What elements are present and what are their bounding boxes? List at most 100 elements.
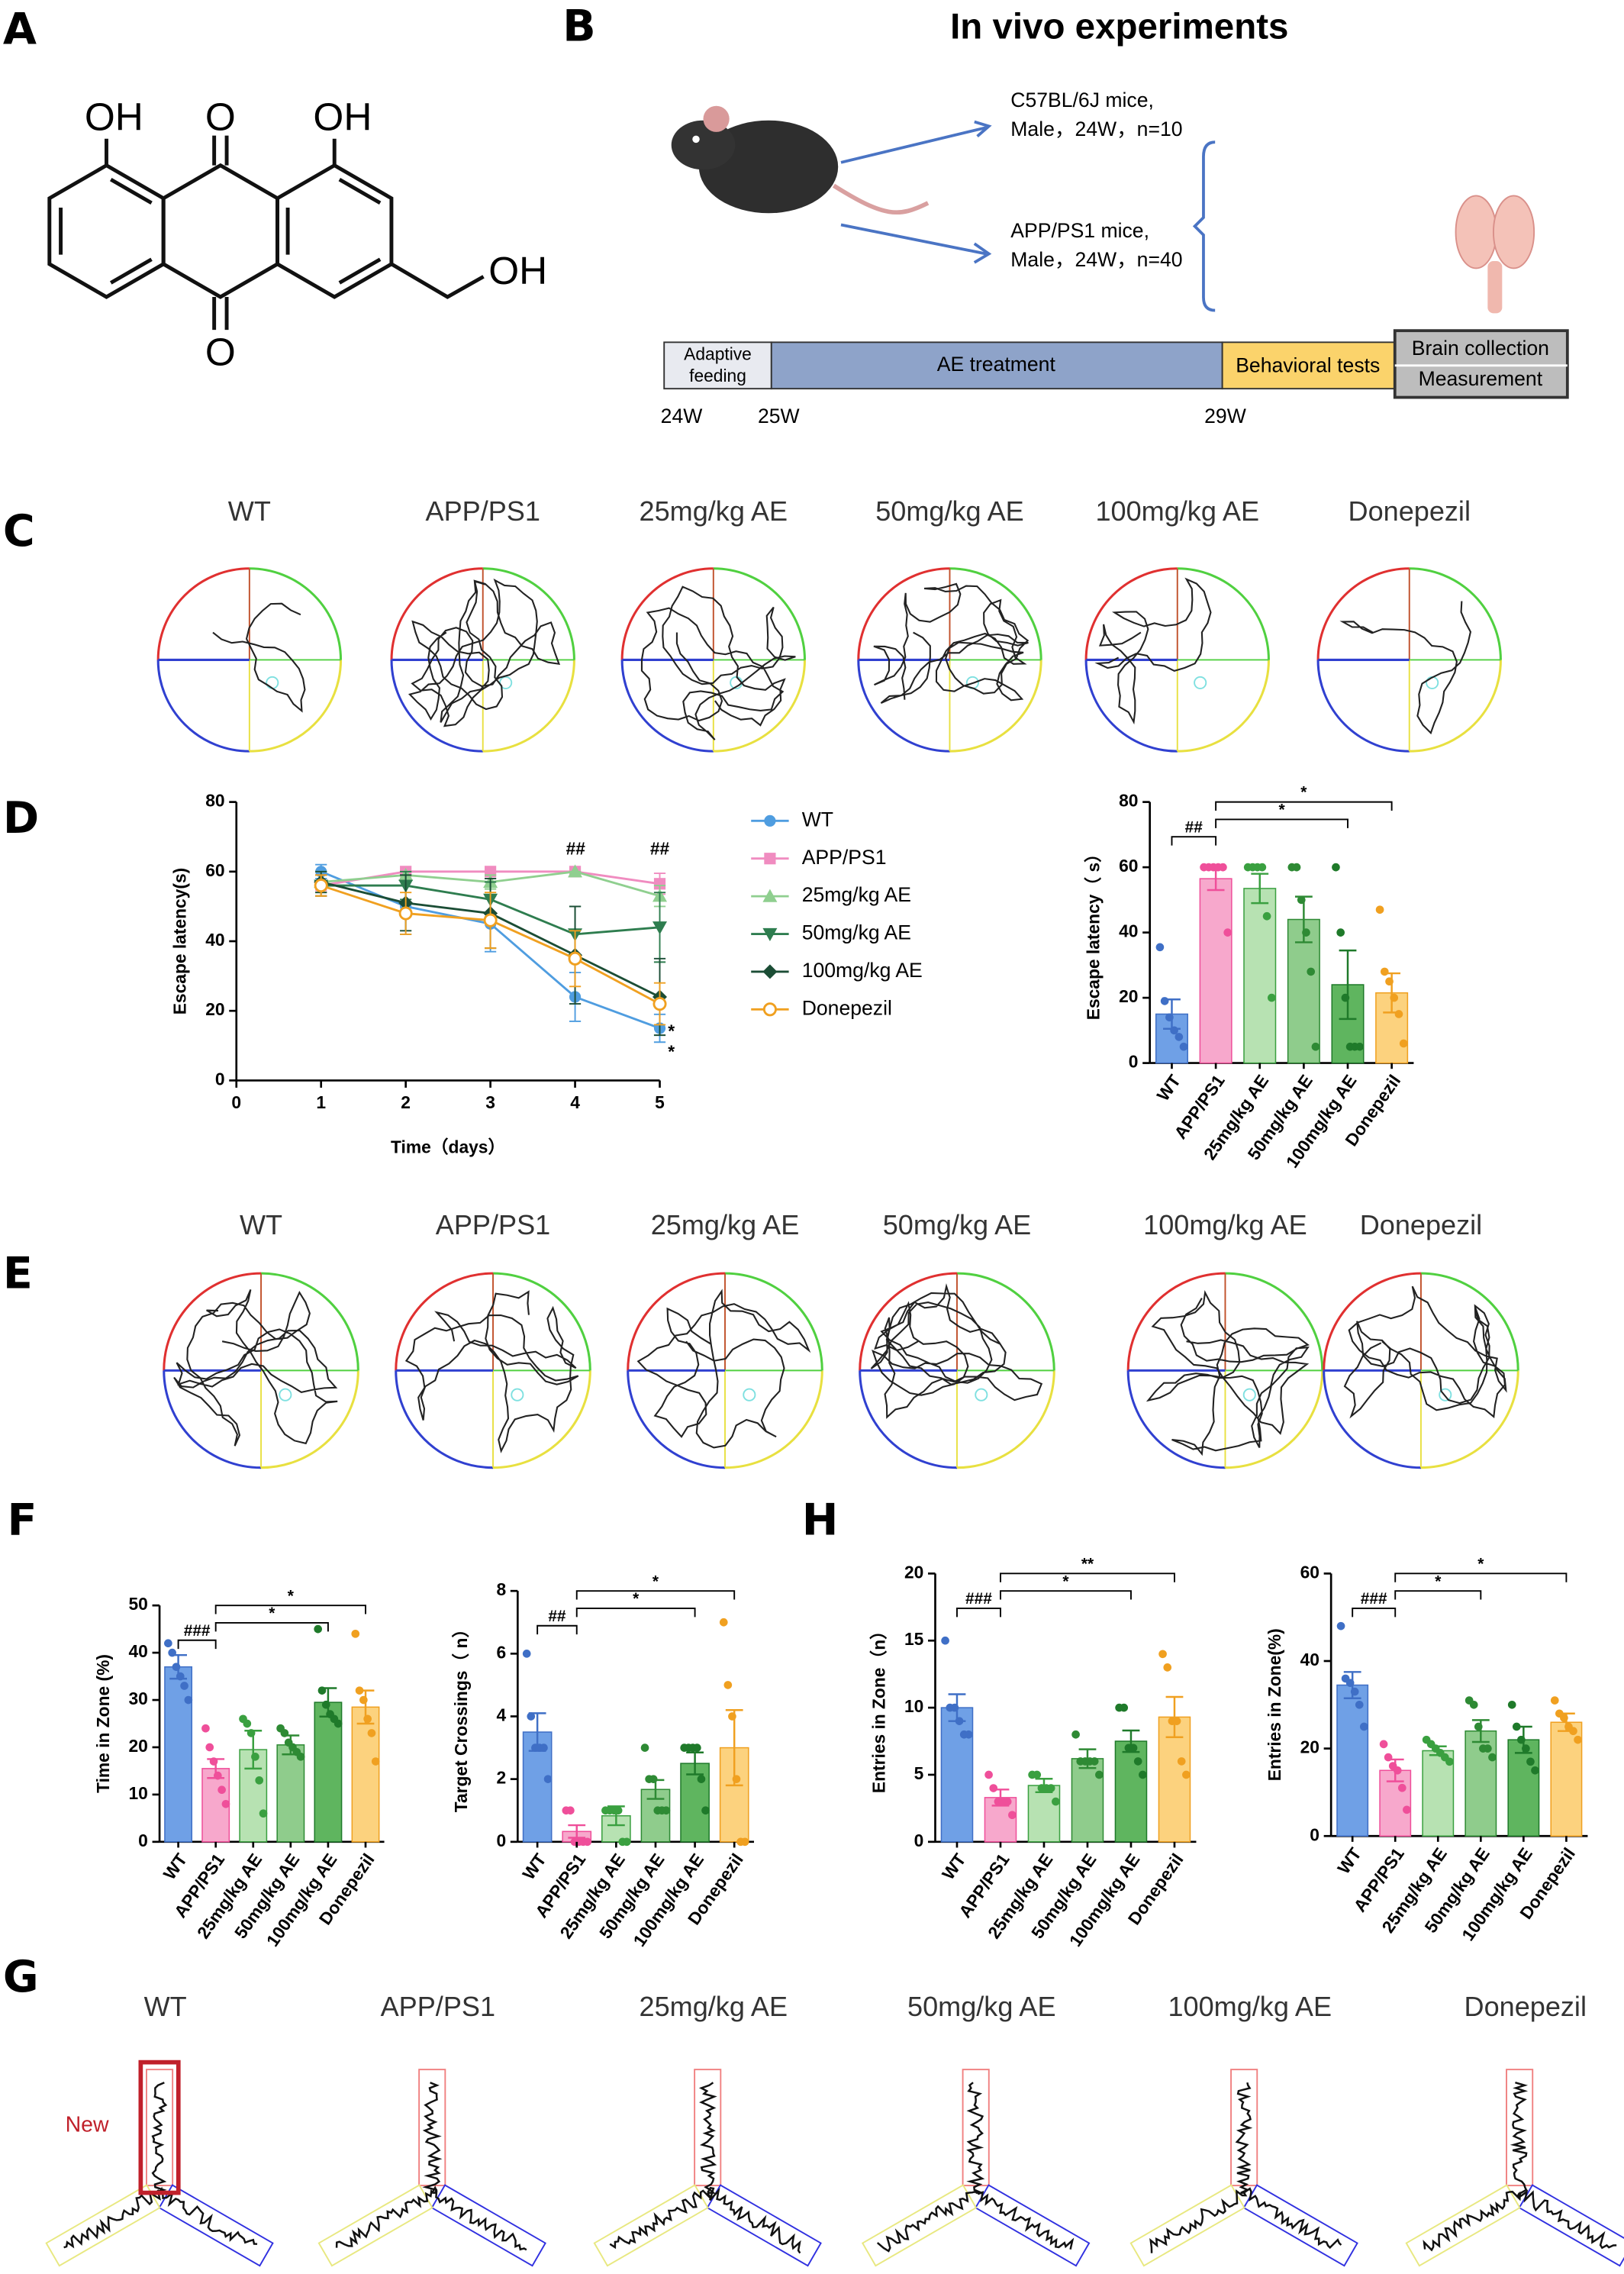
track [1516, 2189, 1617, 2250]
data-point [355, 1686, 364, 1695]
track [1235, 2082, 1253, 2194]
marker [483, 913, 498, 927]
y-axis-label: Escape latency（ s） [1083, 845, 1103, 1020]
platform [266, 676, 279, 689]
x-tick-label: WT [1152, 1071, 1184, 1105]
significance-bracket [1352, 1608, 1397, 1618]
group-title: 25mg/kg AE [651, 1209, 800, 1240]
pool-edge [390, 567, 483, 660]
data-point [218, 1785, 226, 1795]
data-point [1223, 928, 1232, 937]
group-title: 25mg/kg AE [640, 495, 788, 527]
y-maze [45, 2060, 274, 2267]
data-point [1302, 928, 1310, 937]
data-point [367, 1729, 376, 1737]
marker [762, 964, 778, 979]
data-point [950, 1703, 959, 1712]
data-point [622, 1837, 631, 1847]
data-point [1403, 1805, 1411, 1814]
pool-edge [249, 567, 343, 660]
timeline-text: Adaptive [684, 344, 752, 363]
data-point [1379, 1740, 1388, 1749]
data-point [719, 1618, 728, 1627]
data-point [640, 1743, 649, 1752]
data-point [740, 1837, 749, 1847]
data-point [214, 1771, 222, 1780]
data-point [172, 1663, 181, 1671]
data-point [1170, 1026, 1178, 1035]
bar [1243, 888, 1277, 1064]
data-point [164, 1639, 172, 1648]
y-tick-label: 40 [1119, 921, 1138, 941]
data-point [1569, 1727, 1577, 1736]
data-point [1307, 967, 1316, 976]
data-point [184, 1695, 193, 1705]
pool-edge [956, 1272, 1055, 1371]
data-point [314, 1624, 322, 1634]
y-tick-label: 40 [129, 1641, 148, 1661]
timeline-text: Measurement [1419, 367, 1543, 390]
y-tick-label: 2 [496, 1768, 506, 1788]
pool-edge [725, 1370, 823, 1469]
y-tick-label: 15 [904, 1629, 924, 1649]
maze-arm [593, 2184, 709, 2267]
track [212, 602, 306, 713]
group-title: 50mg/kg AE [875, 495, 1024, 527]
pool-edge [261, 1272, 359, 1371]
data-point [280, 1729, 289, 1737]
data-point [1355, 1700, 1364, 1709]
significance-bracket [1171, 836, 1217, 846]
error-bar [686, 1751, 704, 1776]
pool-edge [949, 660, 1042, 753]
significance-label: ## [1185, 818, 1204, 836]
data-point [1311, 1042, 1320, 1051]
platform [279, 1388, 292, 1401]
legend-label: Donepezil [802, 996, 892, 1019]
significance-label: * [1300, 784, 1307, 802]
y-tick-label: 0 [215, 1069, 225, 1089]
pool-edge [1316, 660, 1410, 753]
significance-label: ### [965, 1590, 992, 1608]
atom: OH [313, 95, 372, 139]
data-point [984, 1770, 993, 1779]
data-point [1394, 1010, 1403, 1018]
y-axis-label: Escape latency(s) [170, 868, 190, 1014]
annotation: * [668, 1021, 675, 1041]
legend-label: WT [802, 808, 833, 831]
pool-edge [1323, 1272, 1421, 1371]
significance-bracket [1215, 818, 1348, 828]
data-point [1219, 863, 1227, 872]
marker [314, 879, 328, 893]
bar [276, 1744, 305, 1843]
track [707, 2186, 801, 2254]
error-bar [1339, 949, 1357, 1021]
x-tick-label: 1 [316, 1092, 326, 1112]
arm-label: New [66, 2113, 109, 2137]
data-point [1158, 1650, 1167, 1659]
arrow [840, 126, 987, 256]
y-tick-label: 30 [129, 1689, 148, 1708]
data-point [1469, 1700, 1478, 1709]
data-point [540, 1743, 548, 1752]
annotation: ## [566, 838, 586, 858]
marker [652, 997, 667, 1011]
pool-edge [1084, 660, 1178, 753]
marker [653, 878, 666, 890]
maze-arm [1242, 2184, 1358, 2267]
data-point [955, 1717, 964, 1725]
significance-bracket [1215, 801, 1393, 811]
error-bar [1165, 1695, 1184, 1738]
pool-edge [627, 1272, 726, 1371]
track [609, 2189, 712, 2250]
maze-arm [430, 2184, 546, 2267]
data-point [1139, 1770, 1147, 1779]
atom: O [205, 95, 236, 139]
pool-edge [482, 660, 575, 753]
platform [975, 1388, 988, 1401]
data-point [965, 1730, 973, 1739]
week: 24W [661, 405, 703, 427]
data-point [1163, 1663, 1172, 1672]
x-tick-label: 4 [570, 1092, 580, 1112]
data-point [1355, 1042, 1364, 1051]
y-tick-label: 10 [904, 1696, 923, 1716]
